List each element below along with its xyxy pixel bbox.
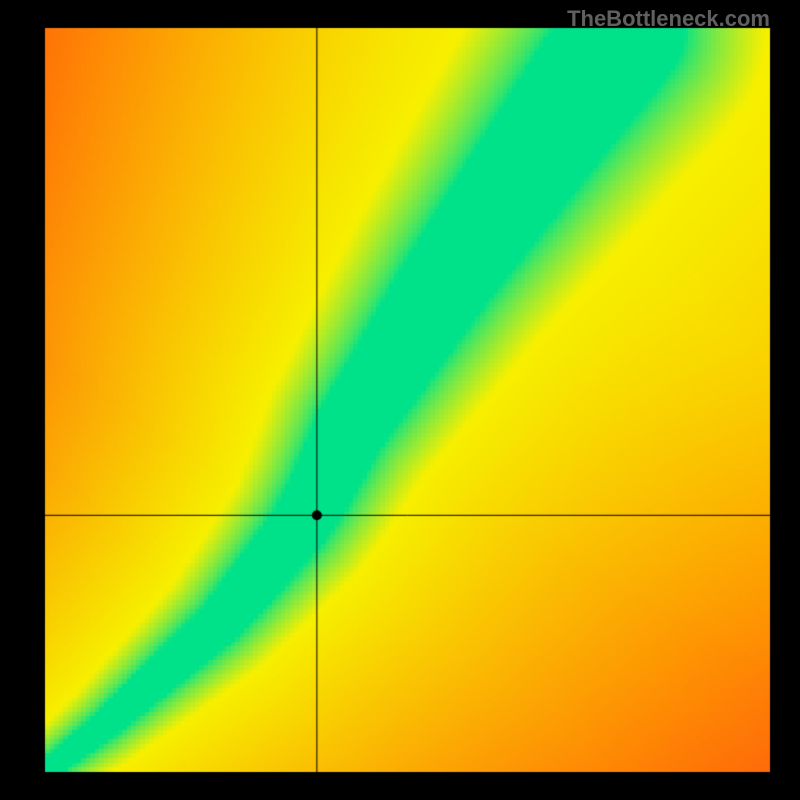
watermark-text: TheBottleneck.com (567, 6, 770, 32)
chart-container: TheBottleneck.com (0, 0, 800, 800)
heatmap-canvas (0, 0, 800, 800)
